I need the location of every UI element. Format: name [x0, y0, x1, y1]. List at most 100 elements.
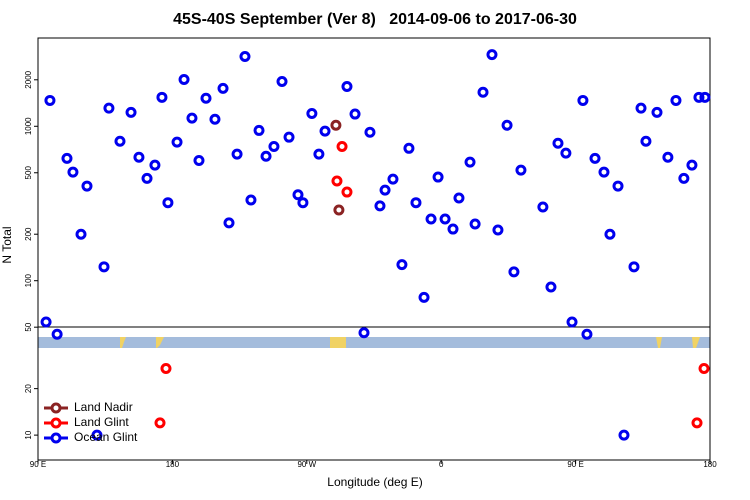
point: [75, 228, 87, 240]
point: [425, 213, 437, 225]
point: [276, 75, 288, 87]
point: [537, 201, 549, 213]
y-tick-label: 2000: [24, 70, 33, 88]
point: [297, 197, 309, 209]
point: [698, 363, 710, 375]
point: [566, 316, 578, 328]
land-band: [38, 337, 710, 348]
point: [162, 197, 174, 209]
point: [186, 112, 198, 124]
point: [635, 102, 647, 114]
legend-label: Ocean Glint: [74, 430, 138, 444]
point: [640, 135, 652, 147]
point: [91, 429, 103, 441]
point: [245, 194, 257, 206]
point: [292, 189, 304, 201]
legend-label: Land Glint: [74, 415, 129, 429]
point: [598, 166, 610, 178]
x-tick-label: 180: [166, 460, 180, 469]
y-tick-label: 50: [24, 322, 33, 331]
point: [358, 327, 370, 339]
point: [231, 148, 243, 160]
point: [418, 291, 430, 303]
point: [223, 217, 235, 229]
point: [268, 140, 280, 152]
y-axis-label: N Total: [0, 226, 14, 263]
point: [492, 224, 504, 236]
point: [364, 126, 376, 138]
point: [40, 316, 52, 328]
point: [699, 91, 711, 103]
y-tick-label: 500: [24, 166, 33, 180]
point: [560, 147, 572, 159]
x-tick-label: 90 E: [567, 460, 583, 469]
point: [253, 124, 265, 136]
point: [44, 94, 56, 106]
point: [125, 106, 137, 118]
y-tick-label: 100: [24, 273, 33, 287]
point: [306, 107, 318, 119]
point: [61, 152, 73, 164]
point: [486, 49, 498, 61]
point: [283, 131, 295, 143]
point: [453, 192, 465, 204]
point: [618, 429, 630, 441]
point: [149, 159, 161, 171]
point: [396, 259, 408, 271]
legend-marker: [50, 432, 62, 444]
point: [98, 261, 110, 273]
point: [156, 91, 168, 103]
point: [589, 152, 601, 164]
point: [693, 91, 705, 103]
point: [374, 200, 386, 212]
point: [178, 73, 190, 85]
point: [67, 166, 79, 178]
point: [51, 328, 63, 340]
point: [447, 223, 459, 235]
point: [103, 102, 115, 114]
point: [515, 164, 527, 176]
point: [133, 151, 145, 163]
point: [81, 180, 93, 192]
point: [209, 113, 221, 125]
point: [469, 218, 481, 230]
point: [464, 156, 476, 168]
point: [552, 137, 564, 149]
point: [604, 228, 616, 240]
point: [141, 172, 153, 184]
chart-title: 45S-40S September (Ver 8) 2014-09-06 to …: [173, 11, 577, 28]
y-tick-label: 10: [24, 430, 33, 439]
point: [678, 172, 690, 184]
y-tick-label: 1000: [24, 117, 33, 135]
point: [379, 184, 391, 196]
point: [336, 140, 348, 152]
point: [577, 94, 589, 106]
point: [313, 148, 325, 160]
point: [341, 186, 353, 198]
x-tick-label: 90 E: [30, 460, 46, 469]
point: [477, 86, 489, 98]
point: [200, 92, 212, 104]
point: [331, 175, 343, 187]
point: [239, 51, 251, 63]
point: [403, 142, 415, 154]
point: [581, 328, 593, 340]
point: [670, 94, 682, 106]
point: [171, 136, 183, 148]
point: [612, 180, 624, 192]
point: [545, 281, 557, 293]
point: [154, 417, 166, 429]
point: [319, 125, 331, 137]
point: [651, 106, 663, 118]
x-tick-label: 90 W: [297, 460, 316, 469]
point: [410, 197, 422, 209]
point: [439, 213, 451, 225]
point: [193, 155, 205, 167]
point: [691, 417, 703, 429]
legend-marker: [50, 402, 62, 414]
legend-label: Land Nadir: [74, 400, 133, 414]
x-tick-label: 180: [703, 460, 717, 469]
point: [114, 135, 126, 147]
point: [501, 119, 513, 131]
